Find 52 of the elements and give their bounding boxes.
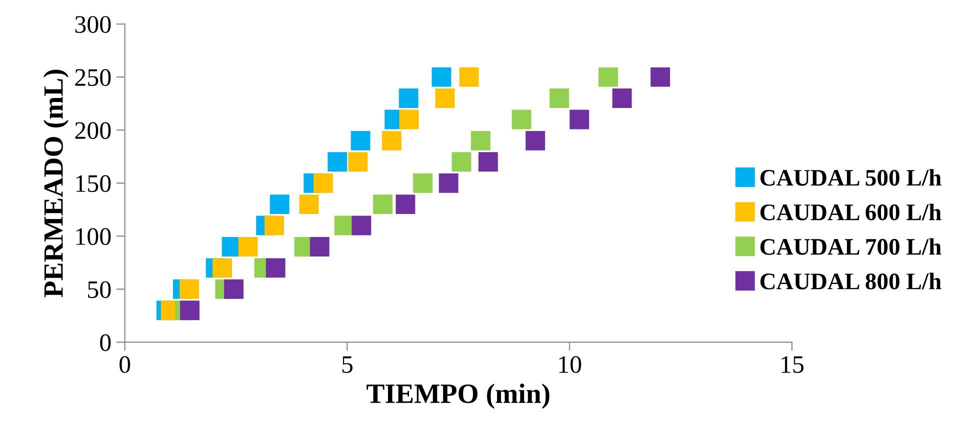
point — [350, 130, 370, 150]
y-axis-title: PERMEADO (mL) — [43, 70, 69, 298]
legend-label: CAUDAL 700 L/h — [760, 238, 942, 255]
point — [398, 88, 418, 108]
legend-label: CAUDAL 600 L/h — [760, 204, 942, 220]
y-tick-label: 200 — [75, 122, 111, 139]
x-tick-label: 5 — [342, 356, 352, 373]
y-tick-label: 100 — [76, 228, 111, 246]
point — [396, 194, 416, 214]
point — [310, 237, 330, 256]
y-tick-label: 0 — [100, 334, 111, 352]
point — [438, 173, 458, 193]
point — [470, 130, 490, 150]
point — [550, 88, 570, 108]
point — [650, 67, 670, 87]
point — [526, 130, 546, 150]
point — [570, 110, 590, 130]
point — [270, 194, 290, 214]
point — [313, 173, 333, 193]
point — [299, 194, 319, 214]
point — [264, 216, 284, 236]
point — [452, 152, 472, 172]
point — [352, 216, 372, 236]
point — [180, 300, 200, 320]
y-tick-label: 150 — [76, 175, 111, 192]
point — [512, 110, 532, 130]
point — [328, 152, 348, 172]
y-tick-label: 250 — [75, 69, 111, 86]
point — [413, 173, 433, 193]
point — [382, 130, 402, 150]
point — [612, 88, 632, 108]
point — [212, 258, 232, 278]
point — [478, 152, 498, 172]
point — [373, 194, 393, 214]
x-tick-label: 15 — [782, 356, 804, 373]
point — [399, 110, 419, 130]
point — [435, 88, 455, 108]
x-tick-label: 0 — [120, 356, 130, 373]
point — [224, 279, 244, 299]
y-tick-label: 50 — [88, 281, 111, 298]
point — [180, 279, 200, 299]
point — [266, 258, 286, 278]
legend-label: CAUDAL 800 L/h — [760, 272, 942, 290]
point — [459, 67, 479, 87]
x-axis-title: TIEMPO (min) — [366, 384, 550, 409]
y-tick-label: 300 — [75, 16, 111, 33]
point — [238, 237, 258, 256]
point — [432, 67, 452, 87]
point — [348, 152, 368, 172]
legend-label: CAUDAL 500 L/h — [760, 169, 942, 186]
x-tick-label: 10 — [559, 356, 582, 373]
point — [598, 67, 618, 87]
